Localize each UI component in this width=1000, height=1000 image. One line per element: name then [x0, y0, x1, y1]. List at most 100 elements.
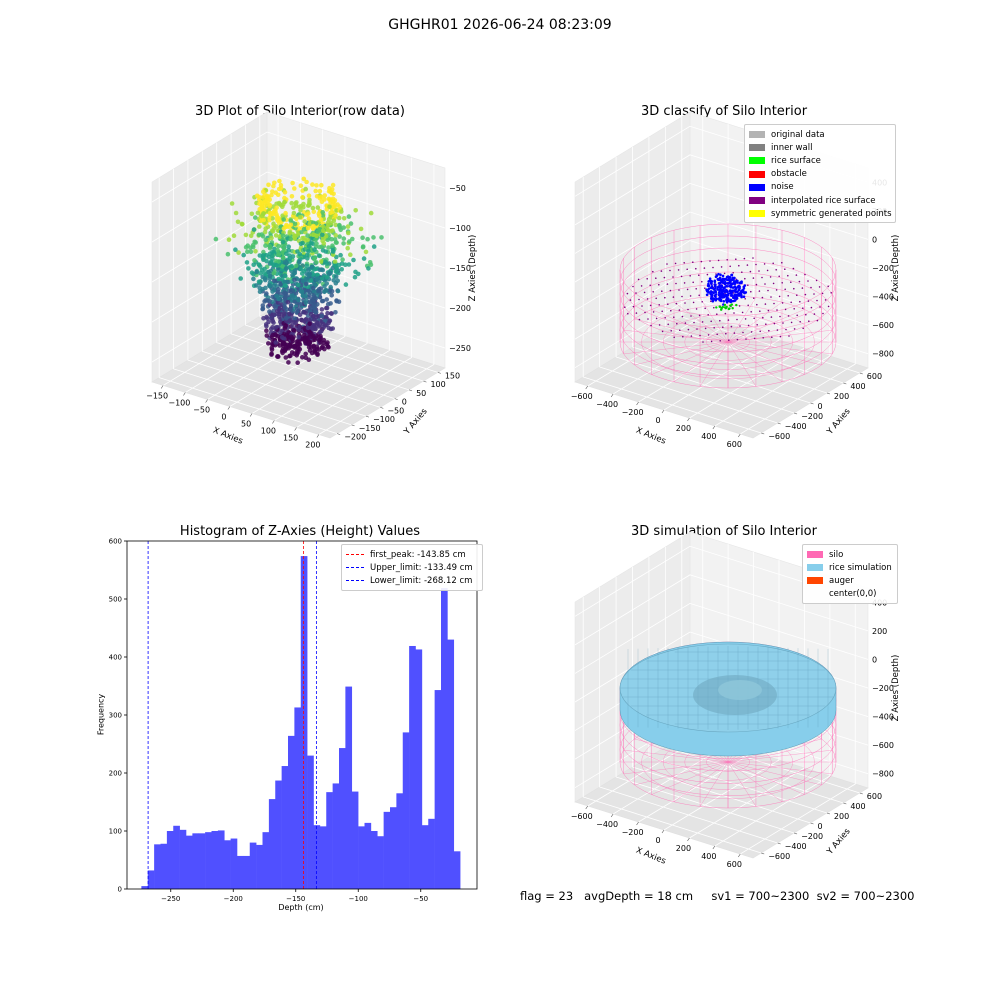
- data-point: [327, 270, 332, 276]
- data-point: [271, 183, 276, 189]
- data-point: [260, 234, 266, 239]
- data-point: [337, 223, 342, 229]
- legend-entry: silo: [807, 548, 893, 561]
- y-tick-label: −600: [768, 852, 790, 861]
- data-point: [324, 275, 330, 280]
- data-point: [336, 215, 342, 221]
- data-point: [299, 289, 304, 295]
- data-point: [273, 233, 279, 238]
- grid-line: [151, 131, 446, 203]
- data-point: [263, 226, 269, 231]
- y-tick: [437, 372, 441, 374]
- data-point: [298, 241, 304, 247]
- data-point: [341, 216, 347, 221]
- data-point: [302, 332, 307, 338]
- data-point: [298, 302, 303, 307]
- data-point: [306, 248, 311, 254]
- y-tick: [793, 412, 798, 415]
- data-point: [334, 298, 339, 303]
- data-point: [266, 269, 272, 275]
- grid-line: [245, 125, 424, 382]
- data-point: [267, 210, 273, 216]
- x-tick: [636, 401, 639, 406]
- data-point: [267, 284, 273, 289]
- data-point: [267, 243, 273, 249]
- x-tick-label: −50: [193, 406, 210, 415]
- data-point: [275, 247, 280, 253]
- data-point: [260, 195, 266, 200]
- data-point: [319, 276, 325, 281]
- data-point: [323, 233, 329, 239]
- data-point: [328, 301, 333, 306]
- data-point: [264, 333, 270, 338]
- data-point: [267, 302, 273, 308]
- data-point: [294, 307, 300, 312]
- data-point: [297, 324, 302, 330]
- z-tick-label: −150: [449, 264, 471, 273]
- data-point: [301, 226, 307, 232]
- data-point: [333, 274, 339, 279]
- data-point: [294, 353, 300, 358]
- y-tick: [777, 842, 781, 845]
- data-point: [264, 291, 269, 296]
- data-point: [288, 236, 294, 242]
- grid-line: [201, 151, 381, 408]
- data-point: [316, 347, 322, 352]
- x-tick: [610, 813, 614, 818]
- y-tick-label: −150: [359, 424, 381, 433]
- data-point: [269, 260, 274, 266]
- data-point: [262, 271, 267, 276]
- data-point: [283, 266, 289, 271]
- data-point: [311, 209, 317, 215]
- data-point: [276, 287, 281, 292]
- x-tick-label: −150: [146, 392, 168, 401]
- y-tick: [810, 822, 814, 825]
- data-point: [266, 341, 271, 346]
- z-tick-label: −50: [449, 184, 466, 193]
- data-point: [288, 334, 294, 340]
- x-tick-label: 200: [676, 424, 691, 433]
- data-point: [276, 311, 282, 317]
- data-point: [318, 217, 324, 222]
- data-point: [291, 210, 297, 216]
- data-point: [290, 180, 295, 186]
- data-point: [229, 201, 235, 206]
- data-point: [274, 205, 279, 210]
- data-point: [264, 314, 269, 320]
- data-point: [293, 203, 299, 209]
- data-point: [305, 233, 310, 238]
- data-point: [269, 314, 275, 319]
- data-point: [277, 201, 283, 207]
- legend-swatch: [807, 564, 823, 572]
- data-point: [279, 335, 285, 340]
- y-tick: [859, 792, 863, 795]
- data-point: [266, 182, 271, 188]
- data-point: [346, 230, 351, 236]
- x-tick-label: 50: [241, 420, 251, 429]
- data-point: [338, 252, 343, 258]
- data-point: [329, 311, 334, 316]
- x-tick-label: 400: [701, 852, 716, 861]
- grid-line: [587, 116, 704, 387]
- data-point: [267, 203, 272, 209]
- data-point: [282, 190, 288, 195]
- legend-swatch: [807, 577, 823, 585]
- data-point: [291, 327, 296, 333]
- status-footer: flag = 23 avgDepth = 18 cm sv1 = 700~230…: [520, 889, 915, 903]
- data-point: [351, 257, 356, 263]
- data-point: [297, 312, 303, 318]
- data-point: [325, 310, 330, 316]
- x-tick-label: 200: [305, 441, 320, 450]
- x-tick-label: 0: [655, 836, 660, 845]
- data-point: [273, 325, 279, 330]
- data-point: [241, 252, 246, 258]
- data-point: [287, 229, 293, 234]
- grid-line: [158, 177, 338, 435]
- data-point: [297, 259, 302, 265]
- data-point: [248, 233, 254, 239]
- data-point: [335, 288, 341, 294]
- grid-line: [574, 240, 869, 311]
- data-point: [270, 216, 275, 221]
- y-tick-label: 0: [402, 398, 407, 407]
